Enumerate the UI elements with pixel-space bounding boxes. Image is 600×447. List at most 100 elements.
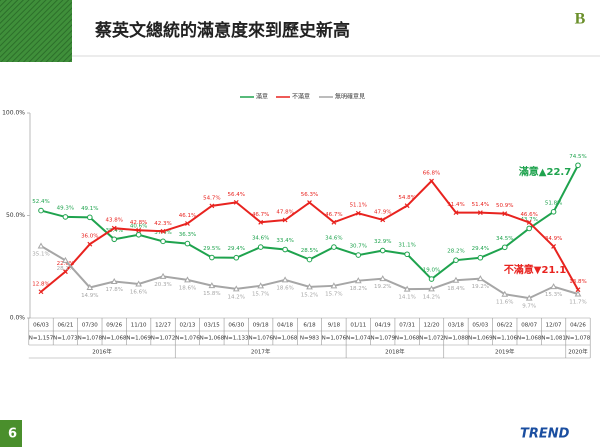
data-label: 18.6% [179,285,196,291]
year-label: 2016年 [92,348,112,356]
marker [111,236,118,243]
data-label: 14.9% [81,293,98,299]
marker [502,211,508,217]
sample-size: N=1,068 [200,336,225,342]
marker [453,257,459,263]
data-label: 9.7% [522,304,536,310]
x-tick-label: 01/11 [350,323,366,329]
marker [331,244,337,250]
marker [575,287,581,293]
data-label: 15.8% [203,291,220,297]
x-tick-label: 04/19 [375,323,391,329]
marker [453,210,459,216]
sample-size: N=1,076 [175,336,200,342]
data-label: 20.3% [154,282,171,288]
data-label: 34.6% [252,236,269,242]
data-label: 16.6% [130,289,147,295]
marker [429,178,434,184]
marker [38,289,44,295]
marker [62,256,69,263]
data-label: 14.1% [398,295,415,301]
data-label: 13.8% [569,279,586,285]
logo: TREND [520,427,570,442]
sample-size: N=1,079 [370,336,395,342]
data-label: 47.8% [276,210,293,216]
annotation: 滿意▲22.7 [519,165,571,178]
x-tick-label: 09/18 [253,323,269,329]
marker [330,282,338,289]
marker [355,210,361,216]
header-pattern [0,0,72,62]
year-label: 2020年 [568,348,588,356]
data-label: 56.4% [228,192,245,198]
data-label: 15.3% [545,292,562,298]
data-label: 49.3% [57,205,74,211]
marker [208,282,216,289]
marker [87,241,93,247]
data-label: 36.3% [179,232,196,238]
marker [306,283,313,290]
marker [428,285,435,292]
marker [135,280,142,287]
marker [306,256,313,263]
chart-title: 蔡英文總統的滿意度來到歷史新高 [94,20,350,41]
marker [281,276,289,283]
marker [209,203,215,209]
data-label: 18.2% [350,286,367,292]
x-tick-label: 05/03 [472,323,488,329]
marker [136,227,142,233]
data-label: 42.8% [130,220,147,226]
data-label: 46.7% [325,212,342,218]
marker [404,203,410,209]
data-label: 50.9% [496,203,513,209]
x-tick-label: 12/27 [155,323,171,329]
logo-mark: B [575,11,586,28]
marker [209,254,215,261]
marker [501,290,509,297]
marker [111,225,117,231]
sample-size: N=1,068 [517,336,542,342]
data-label: 30.7% [350,244,367,250]
page-number-box [0,420,22,447]
year-label: 2017年 [251,348,271,356]
data-label: 34.9% [545,236,562,242]
marker [550,283,557,290]
marker [550,209,557,215]
legend-label: 無明確意見 [335,93,365,101]
data-label: 22.6% [57,261,74,267]
x-tick-label: 03/15 [204,323,220,329]
data-label: 47.9% [374,209,391,215]
data-label: 15.2% [301,292,318,298]
marker [159,272,167,279]
x-tick-label: 11/10 [131,323,147,329]
marker [282,246,288,253]
marker [282,217,288,223]
data-label: 35.1% [32,252,49,258]
sample-size: N=1,088 [444,336,469,342]
marker [380,217,386,223]
x-tick-label: 07/31 [399,323,415,329]
data-label: 15.7% [252,291,269,297]
marker [526,220,532,225]
data-label: 19.0% [423,268,440,274]
marker [525,294,533,301]
marker [37,242,45,249]
data-label: 46.6% [520,212,537,218]
x-tick-label: 06/21 [57,323,73,329]
legend-label: 滿意 [256,93,268,101]
data-label: 34.6% [325,236,342,242]
x-tick-label: 12/07 [546,323,562,329]
data-label: 66.8% [423,171,440,177]
data-label: 29.4% [228,246,245,252]
x-tick-label: 04/18 [277,323,293,329]
data-label: 29.4% [472,246,489,252]
data-label: 40.6% [130,223,147,229]
x-tick-label: 06/30 [228,323,244,329]
marker [574,290,582,297]
marker [62,269,68,275]
marker [160,238,166,245]
x-tick-label: 9/18 [328,323,341,329]
data-label: 46.7% [252,212,269,218]
marker [38,207,44,214]
